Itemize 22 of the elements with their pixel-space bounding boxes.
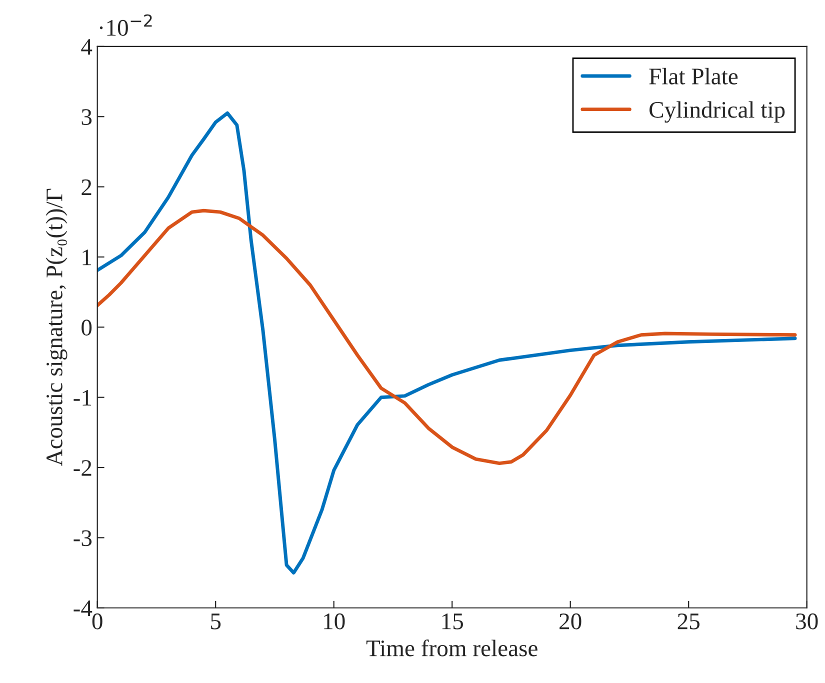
- x-tick-label: 5: [211, 614, 221, 630]
- y-tick-label: -1: [74, 390, 92, 406]
- legend-label: Flat Plate: [649, 68, 738, 84]
- y-tick-label: 4: [81, 39, 92, 55]
- x-tick-label: 0: [92, 613, 102, 630]
- y-tick-label: 3: [82, 109, 92, 126]
- x-tick-label: 20: [560, 613, 582, 630]
- y-axis-title: Acoustic signature, P(z₀(t))/Γ: [46, 188, 68, 466]
- x-tick-label: 30: [796, 613, 818, 630]
- y-tick-label: -3: [74, 530, 92, 546]
- y-tick-label: -2: [74, 460, 92, 476]
- x-tick-label: 15: [442, 614, 463, 630]
- y-tick-label: 2: [82, 179, 92, 195]
- x-tick-label: 25: [678, 613, 700, 630]
- x-tick-label: 10: [324, 613, 345, 630]
- legend-label: Cylindrical tip: [650, 101, 785, 123]
- text: ·10$^{−2}$: [100, 14, 152, 36]
- y-tick-label: 0: [82, 320, 92, 336]
- line-series: [97, 208, 797, 466]
- x-axis-title: Time from release: [366, 639, 538, 656]
- y-tick-label: -4: [74, 600, 92, 616]
- y-tick-label: 1: [82, 250, 92, 266]
